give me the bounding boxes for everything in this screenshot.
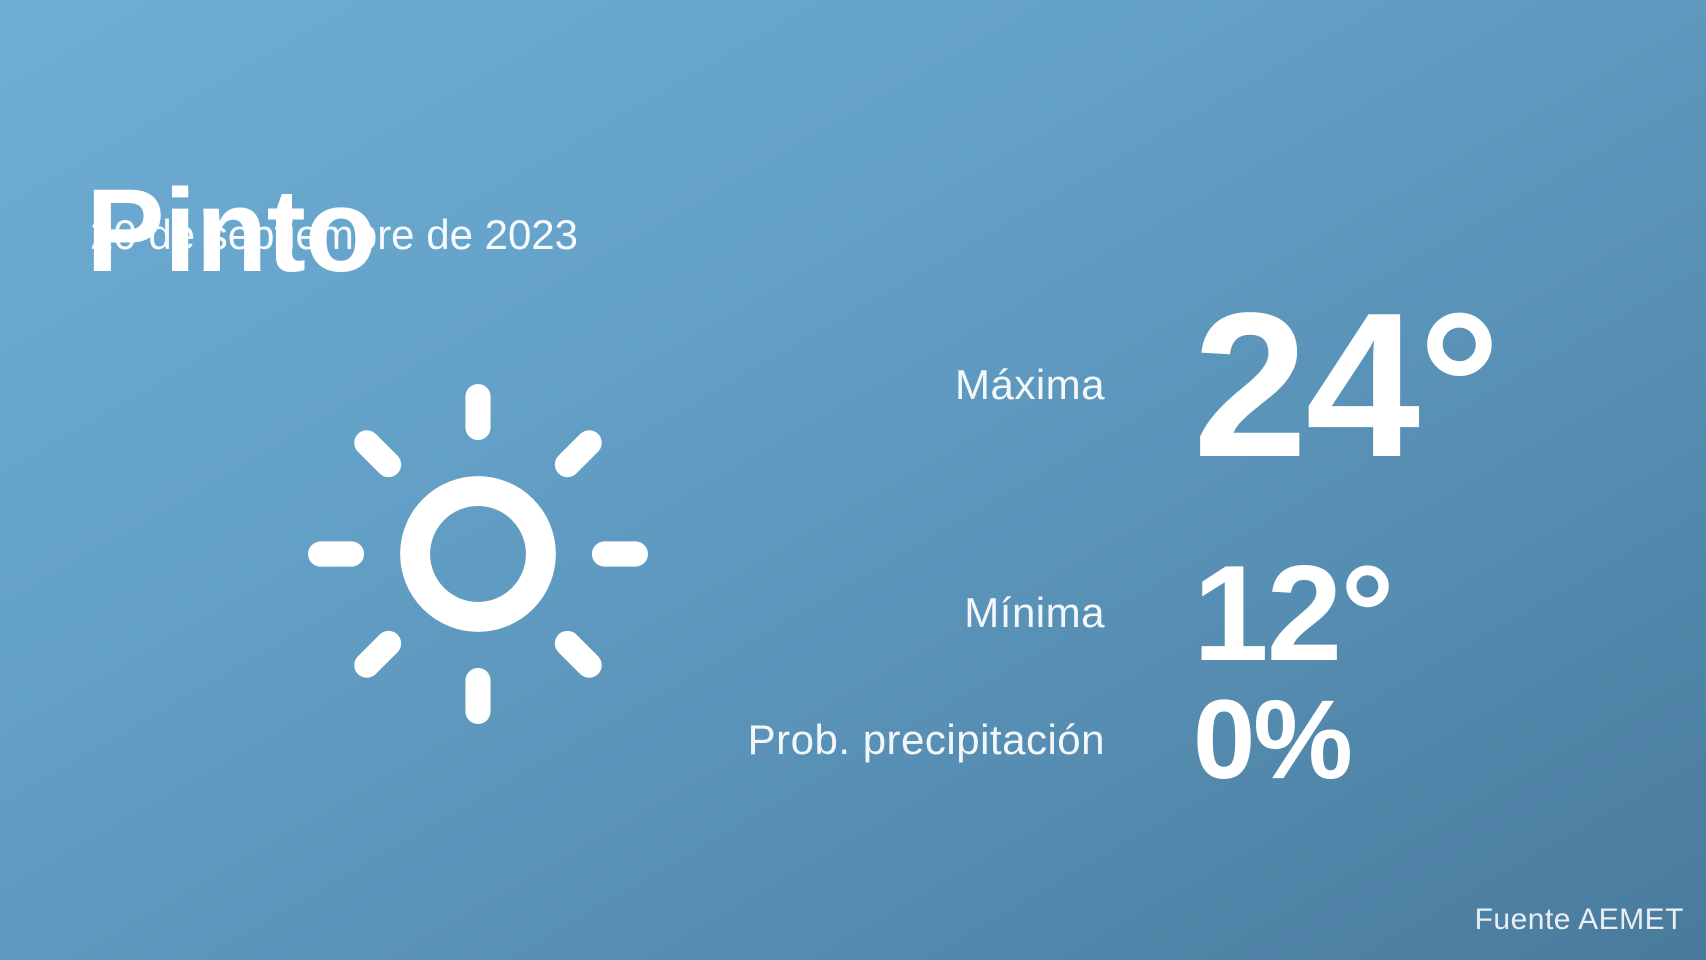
metric-row-precipitation: Prob. precipitación 0% [620,677,1420,802]
metric-row-min: Mínima 12° [620,536,1420,689]
min-temp-value: 12° [1193,536,1395,689]
date-text: 20 de septiembre de 2023 [90,211,579,258]
precipitation-label: Prob. precipitación [747,716,1105,763]
max-temp-label: Máxima [954,361,1105,408]
source-credit: Fuente AEMET [1474,903,1684,936]
precipitation-value: 0% [1193,677,1353,802]
min-temp-label: Mínima [964,588,1105,636]
max-temp-value: 24° [1193,270,1501,500]
page-title: Pinto [86,165,377,298]
sun-icon [308,384,649,725]
metric-row-max: Máxima 24° [620,282,1501,488]
